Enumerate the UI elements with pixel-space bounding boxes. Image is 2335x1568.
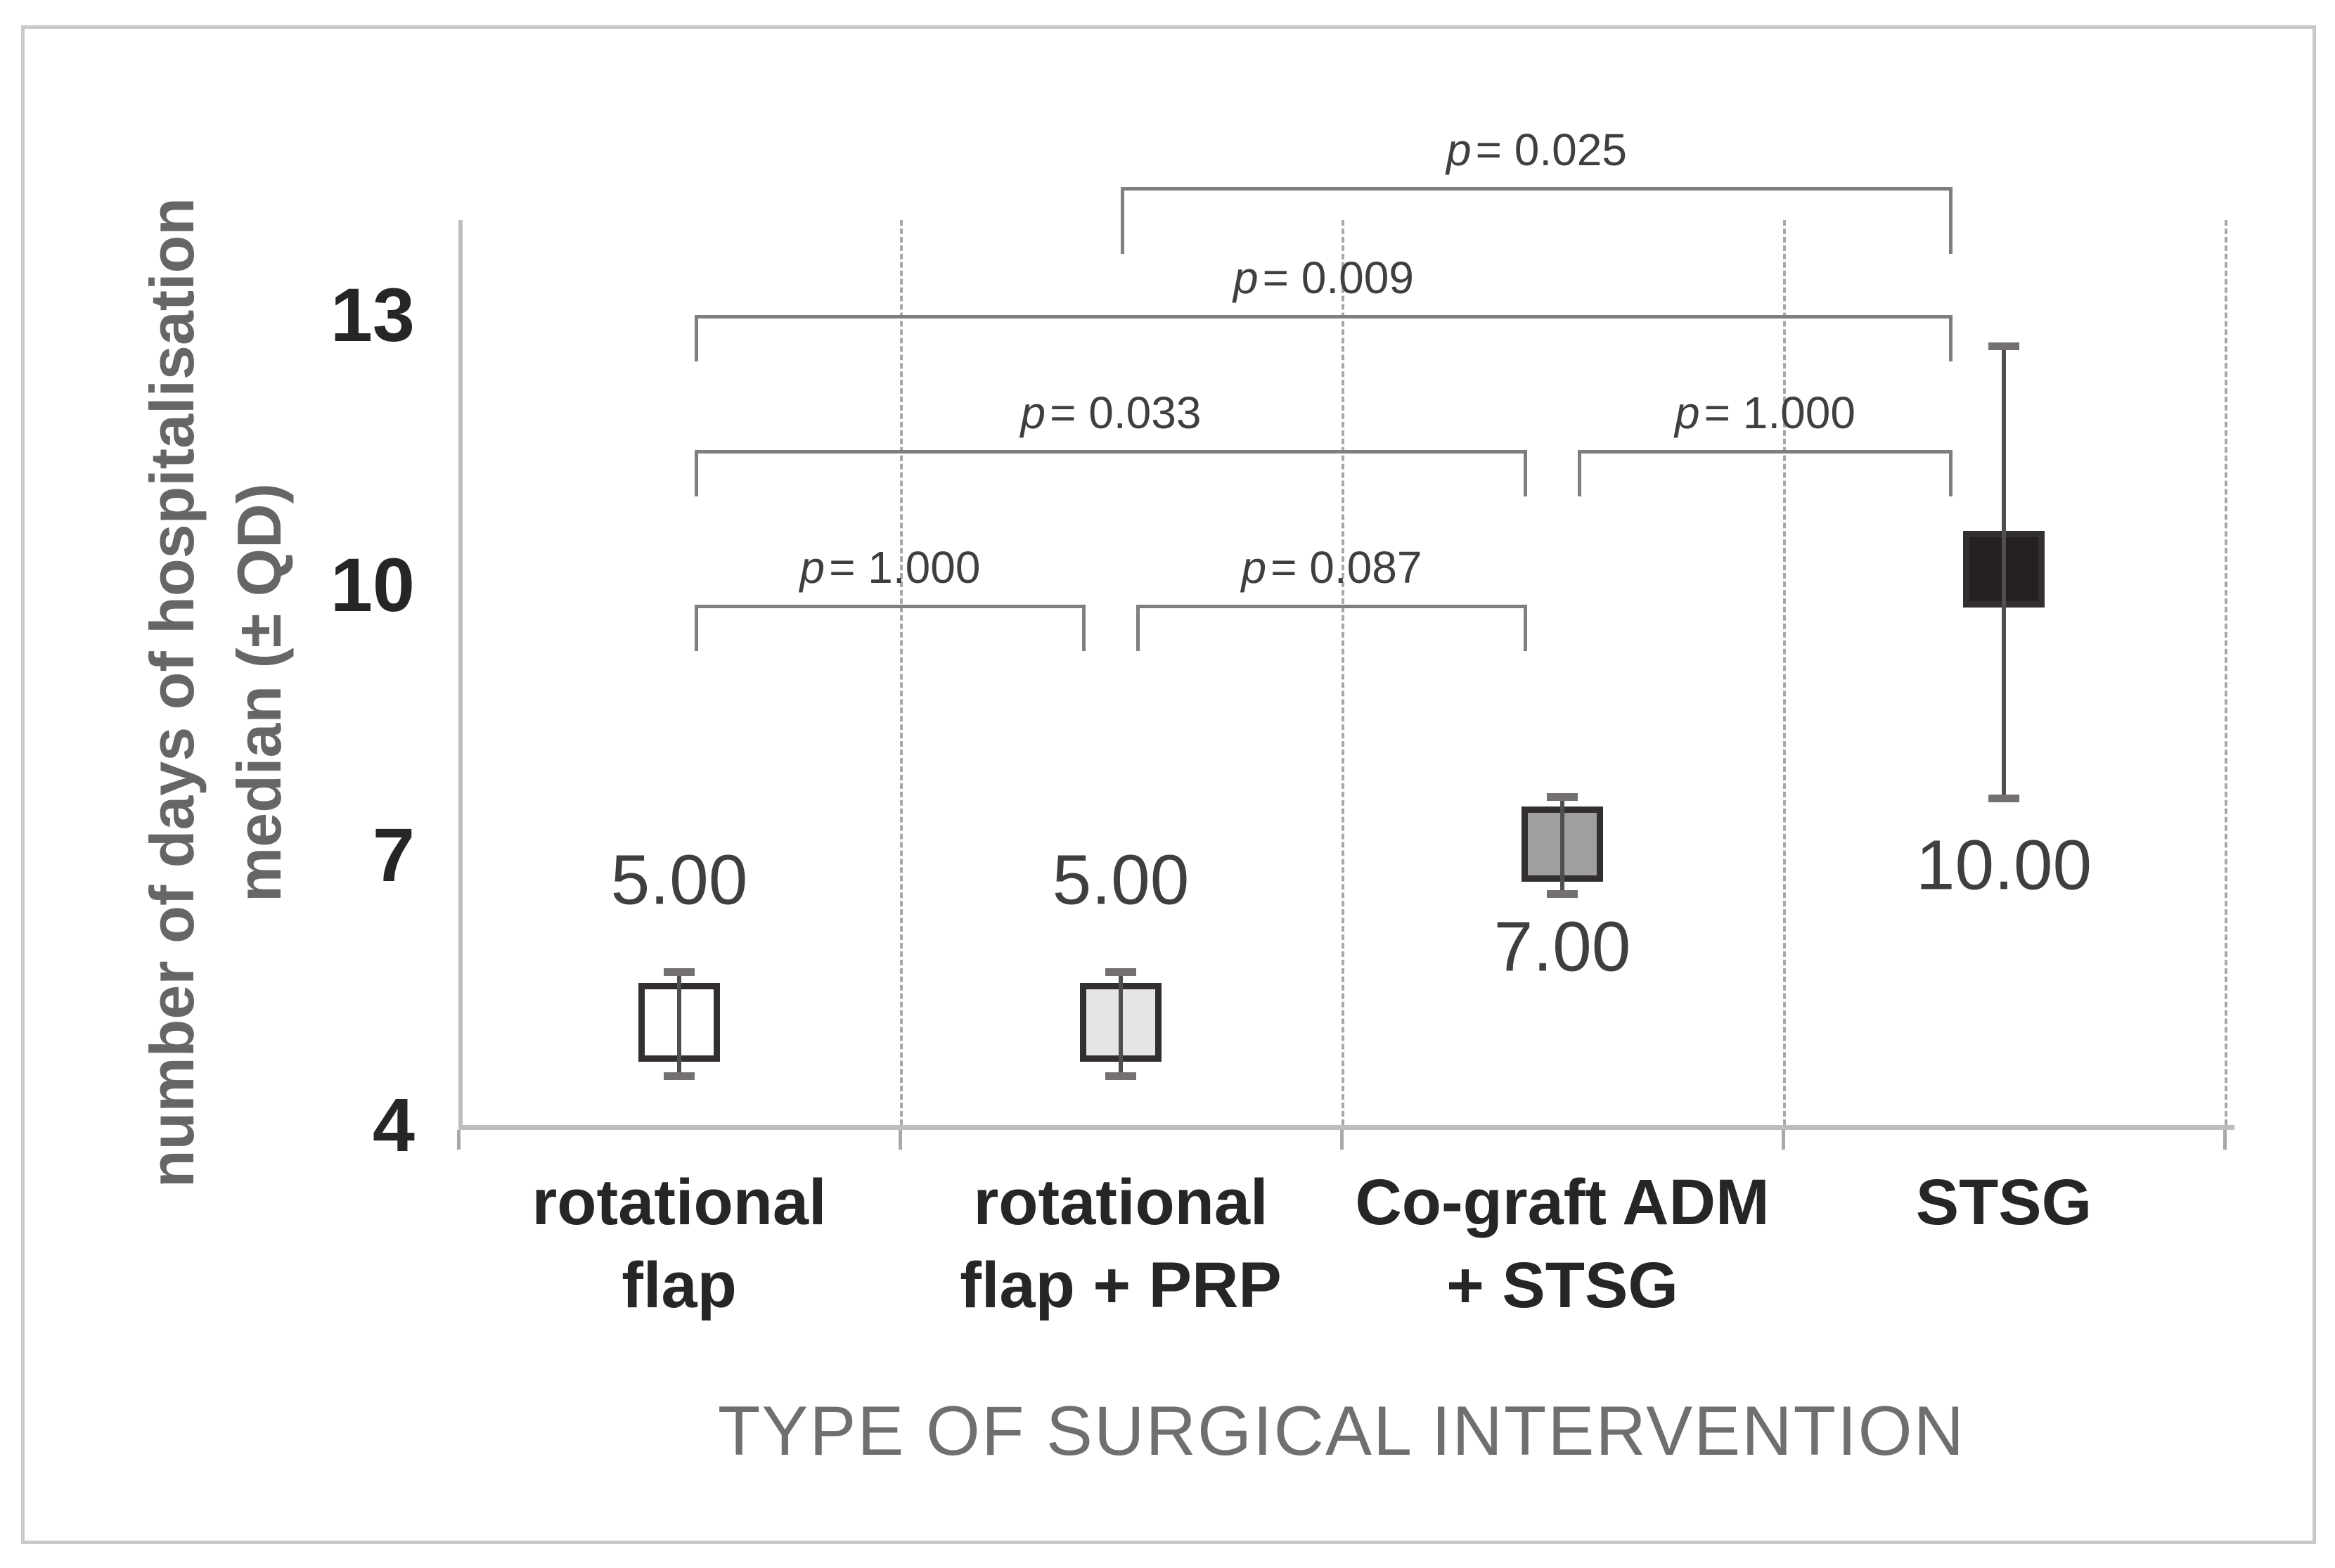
x-category-label: rotational: [532, 1167, 827, 1238]
p-symbol: p: [799, 542, 825, 593]
y-axis-title-line-2: median (± QD): [224, 483, 294, 902]
p-value-label: p= 0.087: [1241, 542, 1422, 593]
error-bar-cap-bottom: [1988, 795, 2019, 803]
median-value-label: 5.00: [610, 840, 748, 920]
median-value-label: 7.00: [1493, 907, 1631, 987]
significance-bracket-bar: [695, 605, 1086, 608]
p-value-label: p= 1.000: [1675, 387, 1855, 438]
x-category-label: + STSG: [1446, 1249, 1678, 1321]
error-bar-cap-bottom: [1547, 890, 1578, 899]
x-category-label: STSG: [1915, 1167, 2092, 1238]
significance-bracket-end-left: [695, 315, 698, 361]
x-axis-line: [458, 1125, 2234, 1130]
p-symbol: p: [1675, 387, 1700, 438]
x-axis-tick: [899, 1130, 902, 1150]
x-axis-tick: [457, 1130, 461, 1150]
significance-bracket-end-right: [1524, 450, 1527, 496]
significance-bracket-end-right: [1524, 605, 1527, 651]
significance-bracket-end-left: [1136, 605, 1140, 651]
y-axis-line: [458, 220, 463, 1125]
x-category-label: rotational: [973, 1167, 1268, 1238]
significance-bracket-end-left: [1578, 450, 1581, 496]
error-bar-line-over-box: [1119, 982, 1123, 1062]
significance-bracket-bar: [1578, 450, 1953, 454]
x-category-label: Co-graft ADM: [1355, 1167, 1770, 1238]
significance-bracket-bar: [1136, 605, 1527, 608]
x-category-label: flap: [622, 1249, 737, 1321]
significance-bracket-end-right: [1949, 187, 1953, 254]
error-bar-cap-top: [1547, 792, 1578, 801]
category-gridline: [1783, 220, 1786, 1125]
error-bar-line-over-box: [2002, 531, 2006, 608]
y-tick-label: 10: [330, 542, 415, 627]
x-axis-tick: [1782, 1130, 1785, 1150]
y-tick-label: 13: [330, 272, 415, 357]
category-gridline: [900, 220, 903, 1125]
significance-bracket-bar: [695, 450, 1527, 454]
p-symbol: p: [1020, 387, 1046, 438]
p-symbol: p: [1233, 252, 1259, 303]
error-bar-cap-bottom: [1105, 1072, 1136, 1080]
category-gridline: [1342, 220, 1344, 1125]
error-bar-line-over-box: [677, 982, 681, 1062]
significance-bracket-end-right: [1082, 605, 1086, 651]
median-value-label: 5.00: [1052, 840, 1190, 920]
y-tick-label: 4: [372, 1082, 415, 1167]
significance-bracket-bar: [695, 315, 1953, 319]
p-value-label: p= 1.000: [799, 542, 981, 593]
x-axis-tick: [1340, 1130, 1344, 1150]
error-bar-cap-bottom: [664, 1072, 695, 1080]
error-bar-cap-top: [1988, 342, 2019, 350]
p-symbol: p: [1241, 542, 1267, 593]
significance-bracket-bar: [1121, 187, 1953, 191]
error-bar-cap-top: [1105, 968, 1136, 977]
significance-bracket-end-left: [695, 605, 698, 651]
category-gridline: [2225, 220, 2227, 1125]
significance-bracket-end-left: [695, 450, 698, 496]
x-axis-title: TYPE OF SURGICAL INTERVENTION: [717, 1392, 1966, 1470]
significance-bracket-end-right: [1949, 450, 1953, 496]
x-axis-tick: [2223, 1130, 2227, 1150]
p-symbol: p: [1446, 124, 1472, 175]
y-tick-label: 7: [372, 812, 415, 897]
median-value-label: 10.00: [1915, 825, 2092, 905]
significance-bracket-end-right: [1949, 315, 1953, 361]
p-value-label: p= 0.025: [1446, 124, 1627, 175]
figure-border: [21, 25, 2316, 1544]
y-axis-title-line-1: number of days of hospitalisation: [137, 197, 207, 1188]
error-bar-cap-top: [664, 968, 695, 977]
y-axis-title: number of days of hospitalisation median…: [129, 77, 303, 1308]
significance-bracket-end-left: [1121, 187, 1124, 254]
error-bar-line-over-box: [1560, 806, 1564, 882]
p-value-label: p= 0.009: [1233, 252, 1414, 303]
p-value-label: p= 0.033: [1020, 387, 1202, 438]
x-category-label: flap + PRP: [960, 1249, 1282, 1321]
